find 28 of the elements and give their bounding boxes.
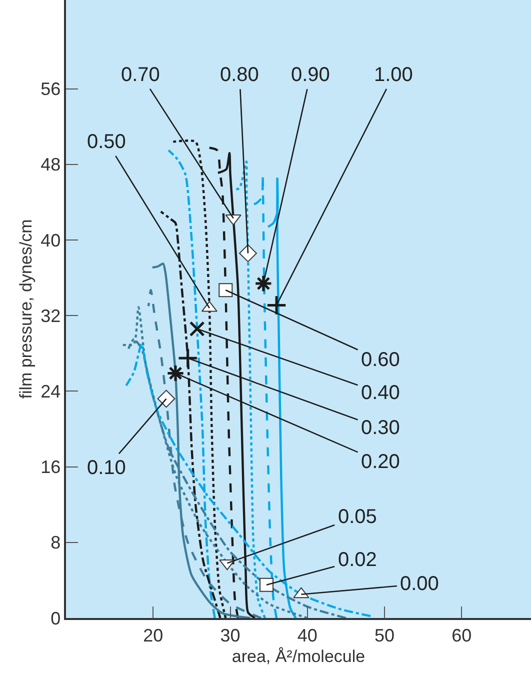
annotation: 0.90 [291, 64, 330, 86]
x-axis-title: area, Å²/molecule [232, 647, 366, 666]
y-tick-label: 32 [40, 306, 61, 326]
annotation: 0.70 [121, 64, 160, 86]
annotation: 0.50 [87, 131, 126, 153]
annotation: 0.80 [220, 64, 259, 86]
annotation: 1.00 [374, 64, 413, 86]
x-tick-label: 30 [220, 625, 240, 646]
y-tick-label: 56 [40, 79, 61, 100]
annotation: 0.00 [400, 573, 439, 595]
y-tick-label: 0 [50, 608, 61, 628]
x-tick-label: 50 [374, 625, 394, 646]
y-axis-title: film pressure, dynes/cm [16, 219, 36, 399]
y-tick-label: 24 [40, 382, 61, 402]
y-tick-label: 8 [50, 532, 61, 553]
annotation: 0.30 [361, 417, 400, 439]
annotation: 0.40 [361, 382, 400, 404]
annotation: 0.10 [87, 457, 126, 479]
y-tick-label: 16 [40, 457, 61, 478]
x-tick-label: 40 [297, 625, 318, 646]
annotation: 0.20 [361, 451, 400, 473]
annotation: 0.05 [338, 506, 377, 528]
x-tick-label: 20 [143, 625, 164, 646]
x-tick-label: 60 [452, 625, 472, 646]
annotation: 0.02 [338, 549, 377, 571]
y-tick-label: 40 [40, 230, 61, 250]
y-tick-label: 48 [40, 154, 61, 175]
annotation: 0.60 [361, 349, 400, 371]
